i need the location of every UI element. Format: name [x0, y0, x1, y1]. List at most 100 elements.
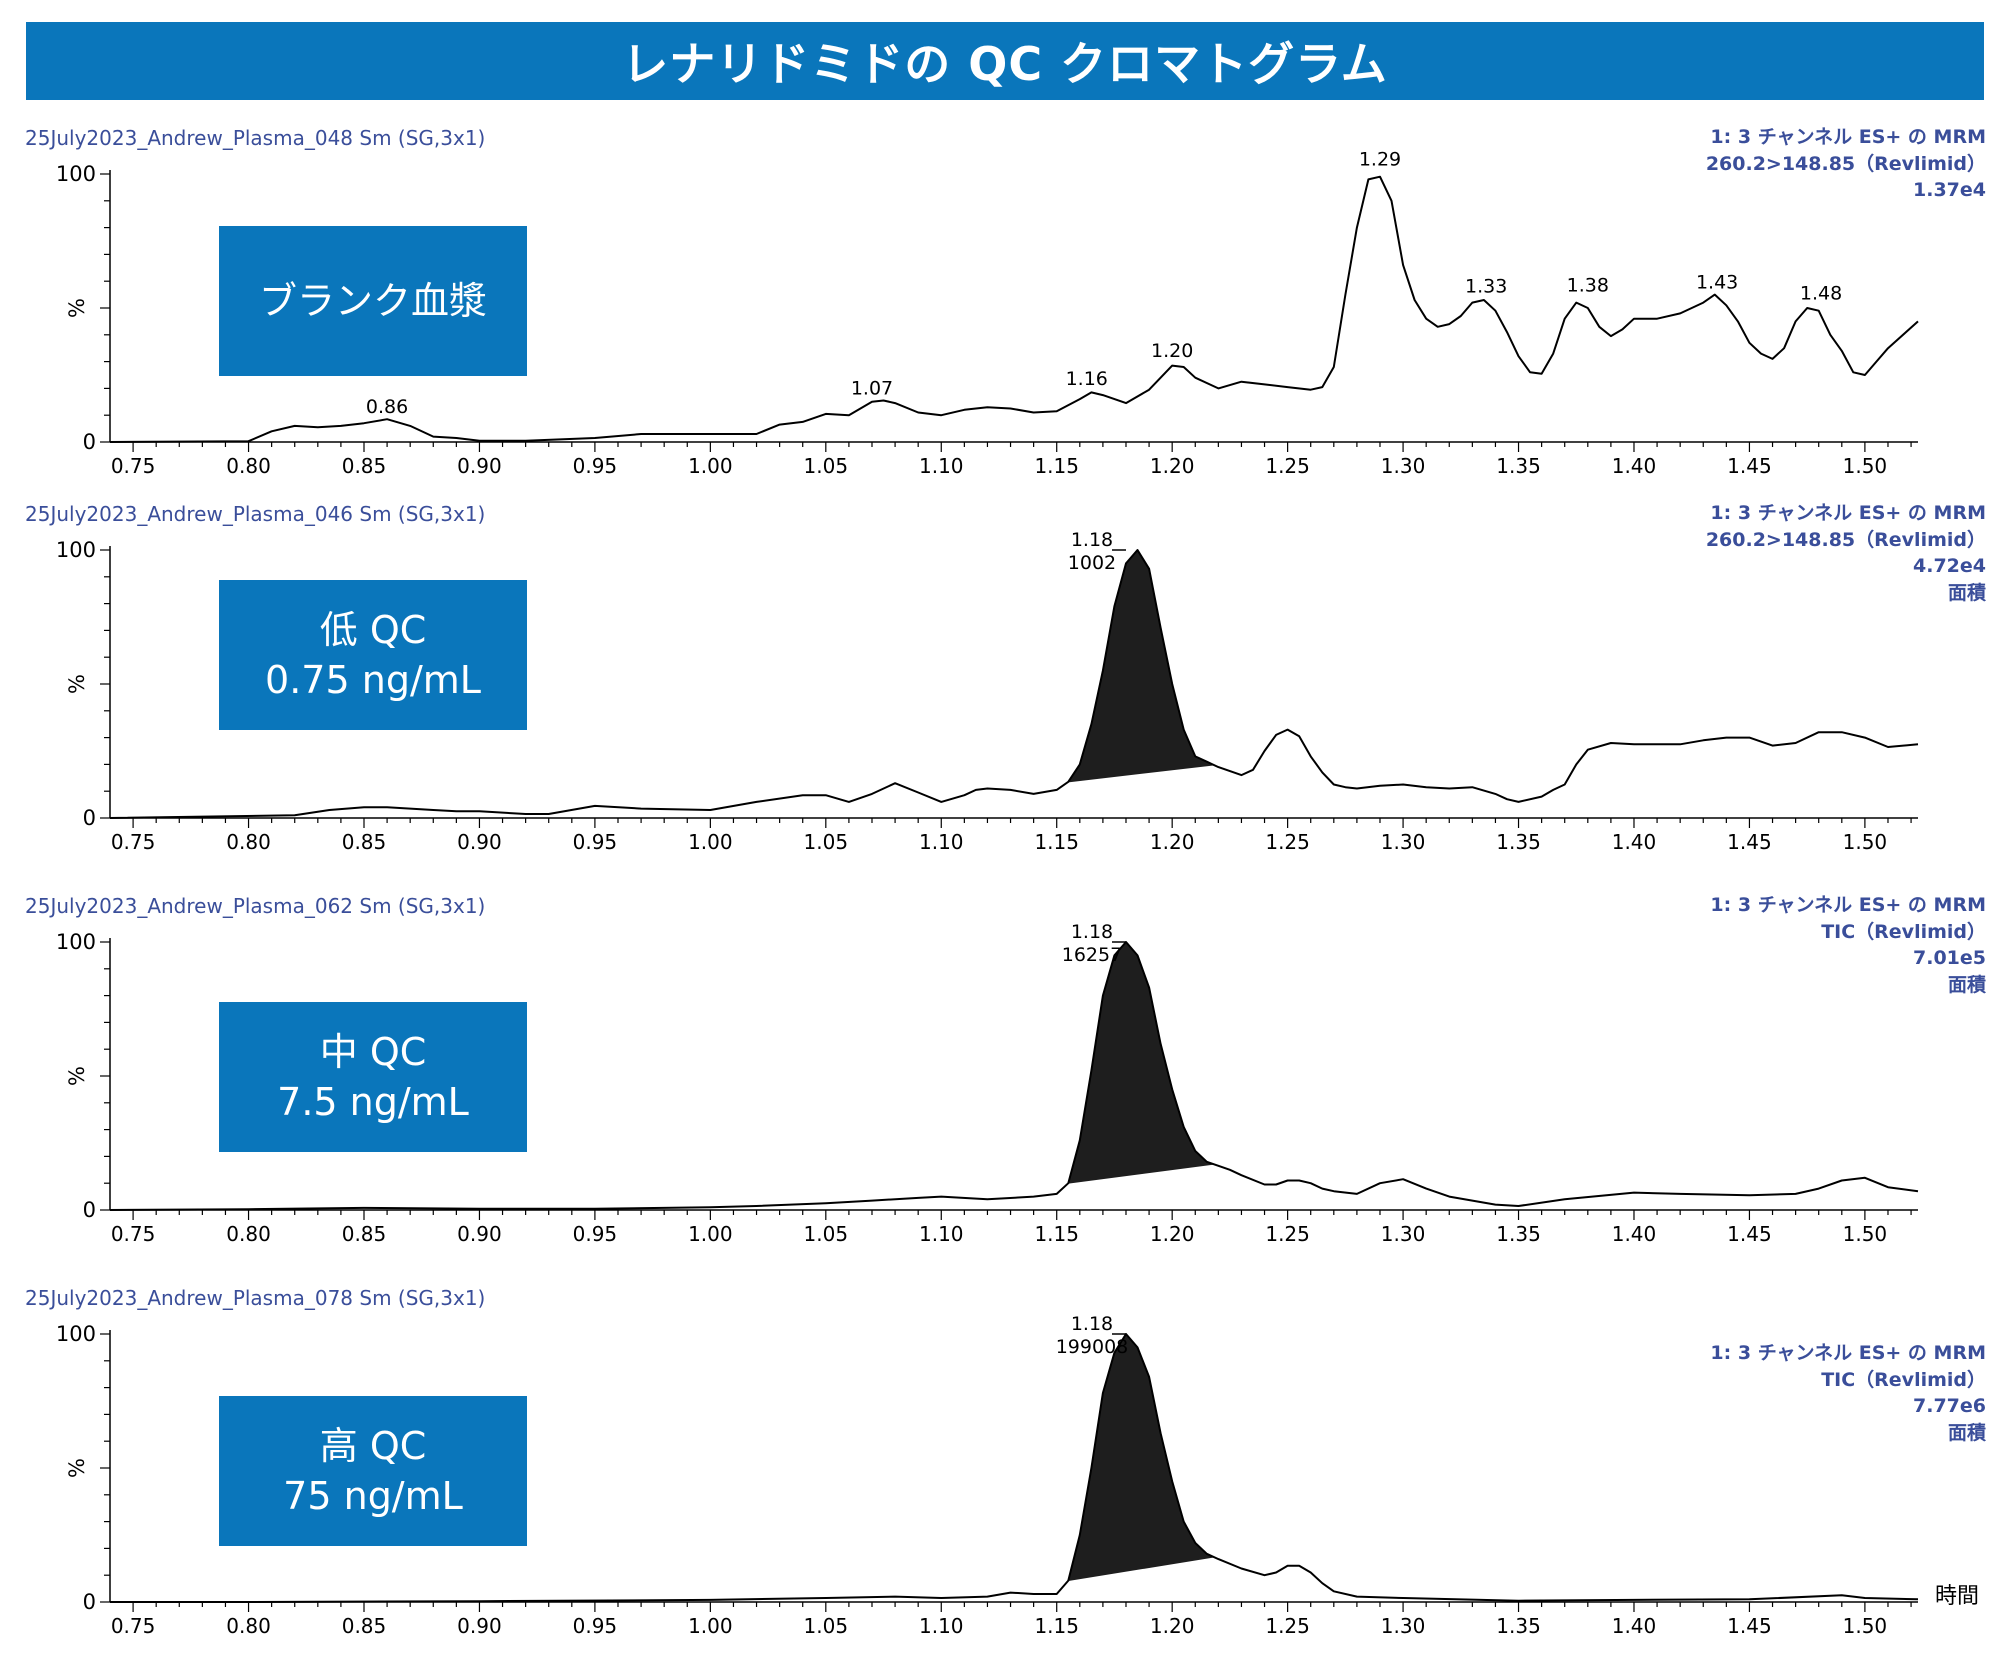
channel-info: 1: 3 チャンネル ES+ の MRM TIC（Revlimid） 7.77e… [1710, 1340, 1986, 1446]
y-tick-label: 100 [56, 162, 96, 186]
x-tick-label: 1.45 [1727, 454, 1772, 478]
x-tick-label: 1.05 [804, 1614, 849, 1638]
x-tick-label: 1.05 [804, 454, 849, 478]
x-tick-label: 1.00 [688, 454, 733, 478]
info-line: 7.01e5 [1913, 947, 1986, 969]
x-tick-label: 1.35 [1496, 1222, 1541, 1246]
info-line: 1: 3 チャンネル ES+ の MRM [1710, 126, 1986, 148]
info-line: 面積 [1947, 581, 1986, 604]
peak-rt-label: 1.38 [1567, 274, 1609, 296]
sample-label-box: 高 QC 75 ng/mL [219, 1396, 527, 1546]
x-tick-label: 1.15 [1034, 454, 1079, 478]
chromatogram-panel-high-qc: 25July2023_Andrew_Plasma_078 Sm (SG,3x1)… [0, 1286, 2000, 1648]
peak-area-label: 16257 [1062, 944, 1122, 966]
x-tick-label: 0.85 [342, 830, 387, 854]
y-tick-label: 0 [83, 1590, 96, 1614]
y-axis-label: % [65, 1066, 89, 1086]
x-tick-label: 0.85 [342, 1614, 387, 1638]
sample-name: 25July2023_Andrew_Plasma_046 Sm (SG,3x1) [25, 502, 486, 526]
peak-rt-label: 1.20 [1151, 340, 1193, 362]
peak-rt-label: 1.33 [1465, 276, 1507, 298]
peak-area-label: 199008 [1056, 1336, 1129, 1358]
sample-label-line: 高 QC [319, 1424, 427, 1468]
info-line: 260.2>148.85（Revlimid） [1705, 528, 1986, 551]
x-tick-label: 1.40 [1612, 1222, 1657, 1246]
y-tick-label: 100 [56, 1322, 96, 1346]
x-tick-label: 1.10 [919, 1614, 964, 1638]
x-tick-label: 0.75 [111, 830, 156, 854]
x-tick-label: 1.25 [1265, 454, 1310, 478]
x-tick-label: 1.00 [688, 830, 733, 854]
channel-info: 1: 3 チャンネル ES+ の MRM 260.2>148.85（Revlim… [1706, 500, 1986, 606]
x-tick-label: 1.45 [1727, 830, 1772, 854]
x-tick-label: 1.10 [919, 454, 964, 478]
x-tick-label: 1.50 [1843, 1222, 1888, 1246]
x-tick-label: 0.75 [111, 1222, 156, 1246]
peak-area-label: 1002 [1068, 552, 1116, 574]
peak-rt-label: 1.18 [1071, 921, 1113, 943]
x-tick-label: 1.35 [1496, 830, 1541, 854]
x-tick-label: 0.90 [457, 1222, 502, 1246]
y-tick-label: 100 [56, 930, 96, 954]
channel-info: 1: 3 チャンネル ES+ の MRM TIC（Revlimid） 7.01e… [1710, 892, 1986, 998]
sample-label-line: 低 QC [319, 608, 427, 652]
info-line: 1: 3 チャンネル ES+ の MRM [1710, 1342, 1986, 1364]
peak-rt-label: 1.07 [851, 377, 893, 399]
sample-name: 25July2023_Andrew_Plasma_062 Sm (SG,3x1) [25, 894, 486, 918]
info-line: 1.37e4 [1913, 179, 1986, 201]
chromatogram-plot: 0 100% 0.75 0.80 0.85 0.90 0.95 1.00 1.05 1.10 1.1… [56, 148, 1919, 478]
sample-label-line: ブランク血漿 [258, 279, 487, 323]
x-tick-label: 1.10 [919, 830, 964, 854]
x-tick-label: 0.90 [457, 830, 502, 854]
sample-label-line: 中 QC [319, 1030, 427, 1074]
x-tick-label: 1.20 [1150, 1614, 1195, 1638]
x-tick-label: 0.80 [226, 1222, 271, 1246]
info-line: 4.72e4 [1913, 555, 1986, 577]
x-tick-label: 0.80 [226, 1614, 271, 1638]
chromatogram-trace [109, 549, 1919, 819]
x-tick-label: 1.20 [1150, 454, 1195, 478]
y-axis-label: % [65, 674, 89, 694]
x-tick-label: 1.20 [1150, 1222, 1195, 1246]
x-tick-label: 0.95 [573, 454, 618, 478]
sample-label-box: ブランク血漿 [219, 226, 527, 376]
x-tick-label: 1.50 [1843, 454, 1888, 478]
x-tick-label: 0.80 [226, 454, 271, 478]
chromatogram-plot: 0 100% 0.75 0.80 0.85 0.90 0.95 1.00 1.05 1.10 1.1… [56, 1313, 1919, 1638]
y-axis-label: % [65, 298, 89, 318]
x-tick-label: 0.90 [457, 454, 502, 478]
y-tick-label: 0 [83, 1198, 96, 1222]
x-tick-label: 1.05 [804, 1222, 849, 1246]
info-line: 面積 [1947, 973, 1986, 996]
sample-name: 25July2023_Andrew_Plasma_048 Sm (SG,3x1) [25, 126, 486, 150]
channel-info: 1: 3 チャンネル ES+ の MRM 260.2>148.85（Revlim… [1706, 124, 1986, 204]
chromatogram-plot: 0 100% 0.75 0.80 0.85 0.90 0.95 1.00 1.05 1.10 1.1… [56, 529, 1919, 854]
y-tick-label: 0 [83, 806, 96, 830]
peak-rt-label: 1.18 [1071, 529, 1113, 551]
info-line: 260.2>148.85（Revlimid） [1705, 152, 1986, 175]
info-line: 7.77e6 [1913, 1395, 1986, 1417]
x-tick-label: 0.90 [457, 1614, 502, 1638]
info-line: TIC（Revlimid） [1821, 920, 1986, 943]
x-tick-label: 0.95 [573, 1614, 618, 1638]
chromatogram-panel-low-qc: 25July2023_Andrew_Plasma_046 Sm (SG,3x1)… [0, 502, 2000, 864]
sample-label-line: 7.5 ng/mL [277, 1080, 469, 1124]
chromatogram-trace [109, 941, 1919, 1211]
chromatogram-panel-mid-qc: 25July2023_Andrew_Plasma_062 Sm (SG,3x1)… [0, 894, 2000, 1256]
x-tick-label: 1.30 [1381, 1614, 1426, 1638]
integrated-peak-area [1067, 1333, 1216, 1582]
x-tick-label: 1.45 [1727, 1222, 1772, 1246]
y-tick-label: 0 [83, 430, 96, 454]
x-tick-label: 0.80 [226, 830, 271, 854]
x-tick-label: 1.30 [1381, 454, 1426, 478]
x-tick-label: 1.20 [1150, 830, 1195, 854]
x-tick-label: 1.05 [804, 830, 849, 854]
x-tick-label: 0.75 [111, 454, 156, 478]
x-tick-label: 1.35 [1496, 454, 1541, 478]
x-tick-label: 1.40 [1612, 454, 1657, 478]
y-axis-label: % [65, 1458, 89, 1478]
x-tick-label: 1.40 [1612, 1614, 1657, 1638]
x-tick-label: 0.85 [342, 1222, 387, 1246]
y-tick-label: 100 [56, 538, 96, 562]
integrated-peak-area [1067, 941, 1214, 1184]
